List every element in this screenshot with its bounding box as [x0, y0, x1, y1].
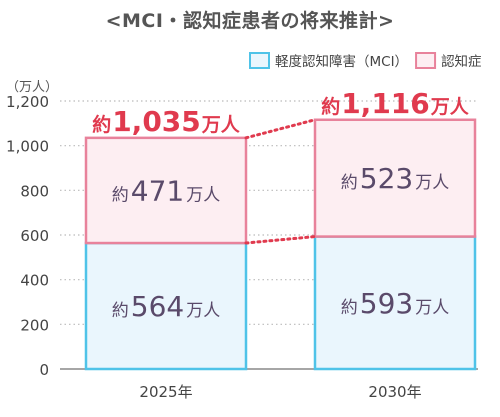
- segment-data-label: 約523 万人: [341, 162, 449, 195]
- bar-segment-mci: [84, 241, 248, 371]
- y-tick-label: 200: [20, 316, 49, 334]
- y-tick-label: 600: [20, 227, 49, 245]
- x-tick-label: 2025年: [139, 383, 192, 401]
- y-tick-label: 800: [20, 182, 49, 200]
- y-tick-label: 400: [20, 272, 49, 290]
- y-tick-label: 0: [39, 361, 49, 379]
- chart-title: <MCI・認知症患者の将来推計>: [105, 10, 395, 32]
- legend-label: 認知症: [441, 53, 482, 70]
- y-unit-label: （万人）: [6, 80, 58, 95]
- connector-line-total: [244, 118, 317, 140]
- segment-data-label: 約471 万人: [112, 174, 220, 207]
- connector-line-mci: [244, 235, 317, 245]
- legend-swatch: [249, 52, 270, 69]
- y-tick-label: 1,200: [6, 93, 49, 111]
- bar-segment-dementia: [313, 118, 477, 238]
- legend-swatch: [415, 52, 437, 69]
- total-data-label: 約1,116万人: [321, 87, 470, 120]
- y-tick-label: 1,000: [6, 138, 49, 156]
- segment-data-label: 約564 万人: [112, 290, 220, 323]
- legend-label: 軽度認知障害（MCI）: [275, 53, 408, 70]
- bar-segment-mci: [313, 235, 477, 371]
- bar-segment-dementia: [84, 136, 248, 245]
- total-data-label: 約1,035万人: [92, 105, 241, 138]
- segment-data-label: 約593 万人: [341, 287, 449, 320]
- x-tick-label: 2030年: [368, 383, 421, 401]
